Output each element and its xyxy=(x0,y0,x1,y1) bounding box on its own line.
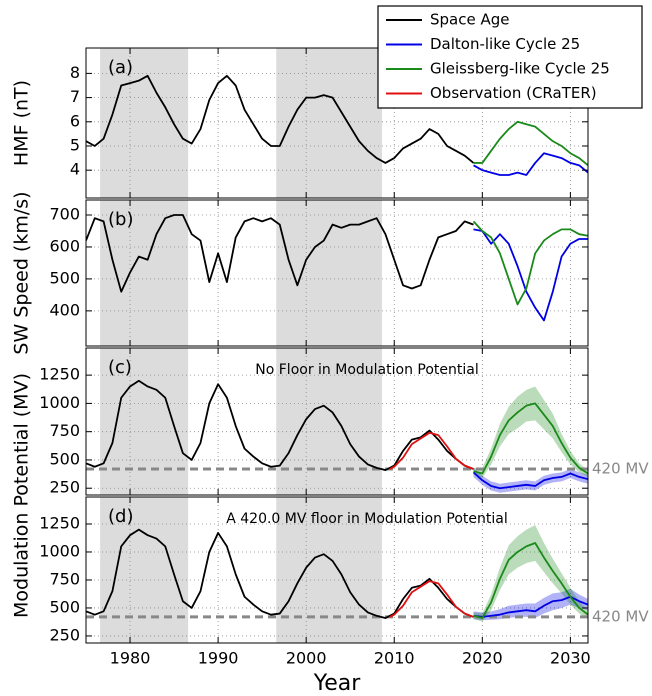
data-line xyxy=(473,228,588,322)
legend-label: Dalton-like Cycle 25 xyxy=(430,35,580,53)
panel-note: A 420.0 MV floor in Modulation Potential xyxy=(226,511,508,527)
data-line xyxy=(389,431,474,470)
plot-area xyxy=(86,48,588,198)
y-axis-label: Modulation Potential (MV) xyxy=(11,373,33,618)
data-line xyxy=(473,402,588,475)
plot-area xyxy=(86,497,588,643)
data-line xyxy=(472,220,588,306)
reference-label: 420 MV xyxy=(592,607,649,625)
y-tick-label: 1250 xyxy=(39,513,80,532)
uncertainty-band xyxy=(473,467,588,493)
y-tick-label: 700 xyxy=(49,205,80,224)
data-line xyxy=(473,542,588,619)
y-tick-label: 6 xyxy=(70,111,80,130)
data-line xyxy=(473,595,588,618)
y-tick-label: 4 xyxy=(70,160,80,179)
x-tick-label: 2020 xyxy=(462,649,503,668)
plot-area xyxy=(86,200,588,346)
y-tick-label: 1000 xyxy=(39,541,80,560)
x-tick-label: 2010 xyxy=(374,649,415,668)
shaded-region xyxy=(276,48,382,198)
y-tick-label: 500 xyxy=(49,597,80,616)
panel-label: (d) xyxy=(108,506,133,527)
y-tick-label: 8 xyxy=(70,63,80,82)
y-axis-label: SW Speed (km/s) xyxy=(11,191,33,354)
panel-label: (b) xyxy=(108,209,133,230)
uncertainty-band xyxy=(473,386,588,479)
x-axis-label: Year xyxy=(313,671,362,696)
x-tick-label: 2000 xyxy=(286,649,327,668)
shaded-region xyxy=(100,200,189,346)
data-line xyxy=(86,528,474,619)
legend-label: Gleissberg-like Cycle 25 xyxy=(430,60,610,78)
data-line xyxy=(473,120,588,167)
legend-label: Space Age xyxy=(430,11,510,29)
x-tick-label: 2030 xyxy=(550,649,591,668)
y-tick-label: 1250 xyxy=(39,365,80,384)
y-tick-label: 5 xyxy=(70,135,80,154)
panel-label: (a) xyxy=(108,57,133,78)
y-tick-label: 1000 xyxy=(39,393,80,412)
y-tick-label: 500 xyxy=(49,449,80,468)
y-tick-label: 600 xyxy=(49,236,80,255)
legend-box xyxy=(377,5,643,109)
y-tick-label: 400 xyxy=(49,300,80,319)
plot-frame xyxy=(85,199,589,347)
x-tick-label: 1980 xyxy=(110,649,151,668)
y-tick-label: 250 xyxy=(49,478,80,497)
y-tick-label: 750 xyxy=(49,569,80,588)
data-line xyxy=(86,214,474,293)
y-tick-label: 500 xyxy=(49,268,80,287)
plot-frame xyxy=(85,496,589,644)
plot-frame xyxy=(85,347,589,496)
y-axis-label: HMF (nT) xyxy=(11,80,33,166)
y-tick-label: 750 xyxy=(49,421,80,440)
data-line xyxy=(86,379,474,472)
data-line xyxy=(389,580,474,618)
data-line xyxy=(86,74,475,164)
panel-label: (c) xyxy=(108,357,132,378)
y-tick-label: 7 xyxy=(70,87,80,106)
x-tick-label: 1990 xyxy=(198,649,239,668)
data-line xyxy=(473,152,588,176)
uncertainty-band xyxy=(473,588,588,621)
data-line xyxy=(472,471,588,490)
reference-label: 420 MV xyxy=(592,459,649,477)
shaded-region xyxy=(276,497,382,643)
shaded-region xyxy=(276,348,382,495)
legend-label: Observation (CRaTER) xyxy=(430,84,597,102)
y-tick-label: 250 xyxy=(49,625,80,644)
plot-frame xyxy=(85,47,589,199)
panel-note: No Floor in Modulation Potential xyxy=(255,362,478,378)
plot-area xyxy=(86,348,588,495)
